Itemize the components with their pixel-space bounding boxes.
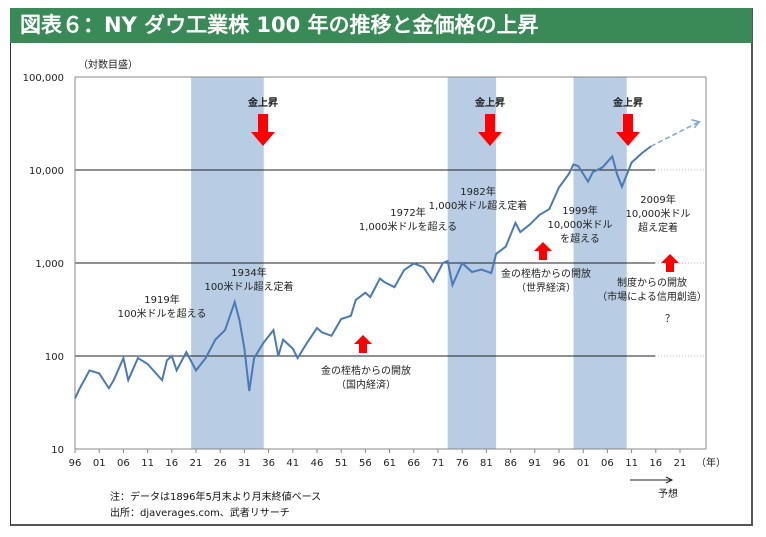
x-tick-label: 01 (577, 458, 590, 469)
annotation-text: 10,000米ドル (626, 207, 691, 220)
x-tick-label: 66 (407, 458, 420, 469)
x-tick-label: 56 (359, 458, 372, 469)
x-tick-label: 06 (117, 458, 130, 469)
annotation-text: 10,000米ドル (548, 218, 613, 231)
x-tick-label: 21 (674, 458, 687, 469)
dow-series-line (74, 145, 652, 399)
annotation-text: 1919年 (144, 293, 179, 306)
annotation-text: 2009年 (640, 193, 675, 206)
annotation-text: 制度からの開放 (617, 276, 687, 289)
red-down-arrow-icon (478, 114, 502, 146)
x-tick-label: 91 (528, 458, 541, 469)
red-up-arrow-icon (534, 242, 552, 260)
annotation-text: （世界経済） (516, 281, 576, 294)
red-down-arrow-icon (616, 114, 640, 146)
x-tick-label: 41 (286, 458, 299, 469)
x-axis-label: （年） (696, 456, 726, 469)
source-note: 出所：djaverages.com、武者リサーチ (110, 508, 290, 519)
y-tick-label: 100,000 (23, 73, 64, 84)
annotation-text: 1934年 (231, 266, 266, 279)
annotation-text: 100米ドルを超える (118, 307, 207, 320)
x-tick-label: 11 (141, 458, 154, 469)
annotation-text: ？ (665, 314, 675, 325)
y-tick-label: 10,000 (29, 166, 64, 177)
annotation-text: 1,000米ドルを超える (359, 220, 457, 233)
annotation-text: 金の桎梏からの開放 (501, 267, 591, 280)
annotation-text: 超え定着 (638, 221, 678, 234)
y-axis-label: （対数目盛） (78, 58, 138, 71)
x-tick-label: 86 (504, 458, 517, 469)
x-tick-label: 81 (480, 458, 493, 469)
forecast-line (650, 121, 700, 147)
red-up-arrow-icon (661, 254, 679, 272)
forecast-label: 予想 (658, 487, 678, 500)
annotation-text: 金の桎梏からの開放 (321, 364, 411, 377)
x-tick-label: 46 (311, 458, 324, 469)
data-note: 注：データは1896年5月末より月末終値ベース (110, 492, 322, 503)
gold-rise-label: 金上昇 (247, 96, 278, 109)
x-tick-label: 96 (553, 458, 566, 469)
x-tick-label: 06 (601, 458, 614, 469)
x-tick-label: 26 (214, 458, 227, 469)
x-tick-label: 16 (165, 458, 178, 469)
x-tick-label: 31 (238, 458, 251, 469)
x-tick-label: 01 (93, 458, 106, 469)
annotation-text: 1972年 (390, 206, 425, 219)
x-tick-label: 36 (262, 458, 275, 469)
y-tick-label: 1,000 (35, 259, 64, 270)
arrowhead-icon (665, 476, 674, 484)
y-tick-label: 100 (45, 352, 64, 363)
annotation-text: 1982年 (460, 185, 495, 198)
x-tick-label: 96 (69, 458, 82, 469)
x-tick-label: 51 (335, 458, 348, 469)
annotation-text: 1999年 (562, 204, 597, 217)
x-tick-label: 71 (432, 458, 445, 469)
red-down-arrow-icon (251, 114, 275, 146)
annotation-text: 100米ドル超え定着 (204, 280, 293, 293)
y-tick-label: 10 (51, 445, 64, 456)
annotation-text: を超える (560, 232, 600, 245)
x-tick-label: 21 (190, 458, 203, 469)
annotation-text: （国内経済） (336, 378, 396, 391)
forecast-arrowhead (691, 119, 701, 129)
x-tick-label: 76 (456, 458, 469, 469)
x-tick-label: 61 (383, 458, 396, 469)
figure-title: 図表６：NY ダウ工業株 100 年の推移と金価格の上昇 (10, 8, 752, 43)
red-up-arrow-icon (354, 335, 372, 353)
annotation-text: （市場による信用創造） (597, 290, 707, 303)
gold-rise-label: 金上昇 (474, 96, 505, 109)
annotation-text: 1,000米ドル超え定着 (429, 199, 528, 212)
x-tick-label: 16 (649, 458, 662, 469)
x-tick-label: 11 (625, 458, 638, 469)
gold-rise-label: 金上昇 (612, 96, 643, 109)
